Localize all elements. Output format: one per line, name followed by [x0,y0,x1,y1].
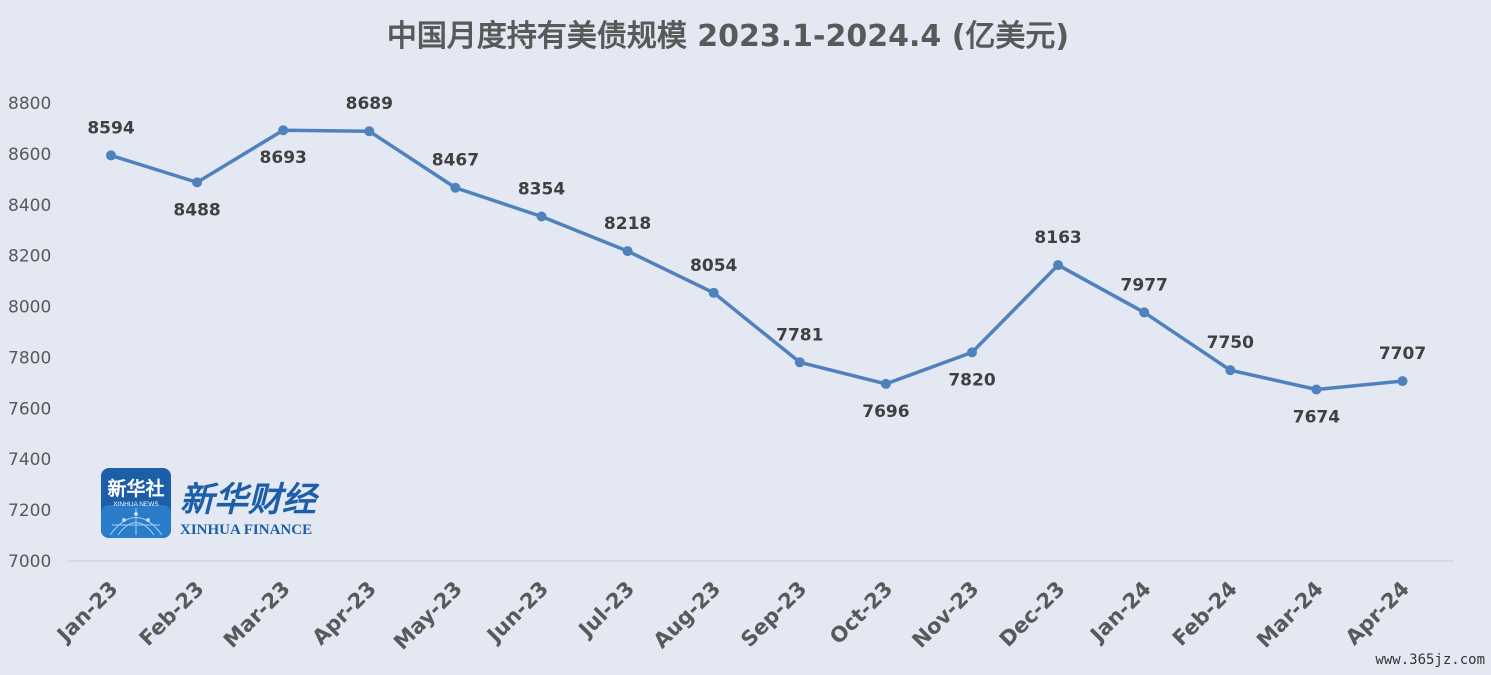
x-tick-label: Apr-24 [1341,577,1414,650]
y-tick-label: 7200 [8,501,51,521]
y-tick-label: 7600 [8,399,51,419]
x-tick-label: Aug-23 [649,577,726,654]
data-label: 8054 [690,256,737,276]
chart-title: 中国月度持有美债规模 2023.1-2024.4 (亿美元) [387,19,1069,54]
x-tick-label: Feb-24 [1168,577,1242,651]
y-tick-label: 7400 [8,450,51,470]
data-label: 8689 [346,94,393,114]
data-point [106,150,116,161]
y-tick-label: 8800 [8,94,51,114]
data-point [967,347,977,358]
data-point [278,125,289,136]
data-point [450,182,461,193]
data-label: 8594 [87,118,134,138]
x-tick-label: Feb-23 [135,577,209,651]
globe-icon [109,508,163,536]
xinhua-logo: 新华社 XINHUA NEWS 新华财经 XINHUA FINANCE [101,468,320,538]
series-china-holdings [106,125,1408,395]
x-tick-label: May-23 [389,577,467,655]
data-label: 7820 [948,370,995,390]
data-label: 8354 [518,179,565,199]
xinhua-finance-en: XINHUA FINANCE [180,522,312,538]
x-tick-label: Jul-23 [573,577,639,643]
xinhua-finance-cn: 新华财经 [180,480,320,520]
data-point [364,126,375,137]
y-axis: 7000 7200 7400 7600 7800 8000 8200 8400 8600 8800 [8,94,51,572]
x-tick-label: Jan-24 [1084,577,1155,648]
data-point [622,246,633,257]
data-label: 7696 [862,402,909,422]
data-point [1053,260,1064,271]
x-tick-label: Mar-23 [219,577,295,653]
data-point [794,357,805,368]
data-point [1311,384,1322,395]
x-tick-label: Jun-23 [481,577,553,649]
series-line [110,128,1403,392]
data-point [1225,365,1236,376]
data-labels: 8594 8488 8693 8689 8467 8354 8218 8054 7781 7696… [87,94,1426,427]
data-label: 8488 [173,200,220,220]
x-tick-label: Jan-23 [51,577,122,648]
data-label: 7977 [1121,275,1168,295]
watermark: www.365jz.com [1375,652,1485,668]
x-tick-label: Apr-23 [308,577,381,650]
data-point [880,378,891,389]
data-label: 8163 [1034,228,1081,248]
data-label: 8693 [260,148,307,168]
y-tick-label: 8200 [8,247,51,267]
y-tick-label: 8000 [8,298,51,318]
data-label: 7674 [1293,408,1340,428]
xinhua-badge-text: 新华社 [107,477,164,500]
x-axis: Jan-23 Feb-23 Mar-23 Apr-23 May-23 Jun-23 Jul-… [51,577,1414,655]
data-label: 7781 [776,325,823,345]
x-tick-label: Nov-23 [907,577,983,653]
data-label: 8218 [604,214,651,234]
x-tick-label: Oct-23 [825,577,897,649]
data-point [1397,376,1408,387]
x-tick-label: Dec-23 [995,577,1070,652]
x-tick-label: Sep-23 [736,577,811,652]
data-point [536,211,547,222]
data-label: 7707 [1379,344,1426,364]
y-tick-label: 8600 [8,145,51,165]
y-tick-label: 7800 [8,348,51,368]
y-tick-label: 8400 [8,196,51,216]
data-label: 7750 [1207,333,1254,353]
data-label: 8467 [432,151,479,171]
xinhua-badge-sub: XINHUA NEWS [113,501,159,508]
data-point [1139,307,1150,318]
data-point [708,287,719,298]
data-point [192,177,203,188]
y-tick-label: 7000 [8,552,51,572]
x-tick-label: Mar-24 [1252,577,1328,653]
